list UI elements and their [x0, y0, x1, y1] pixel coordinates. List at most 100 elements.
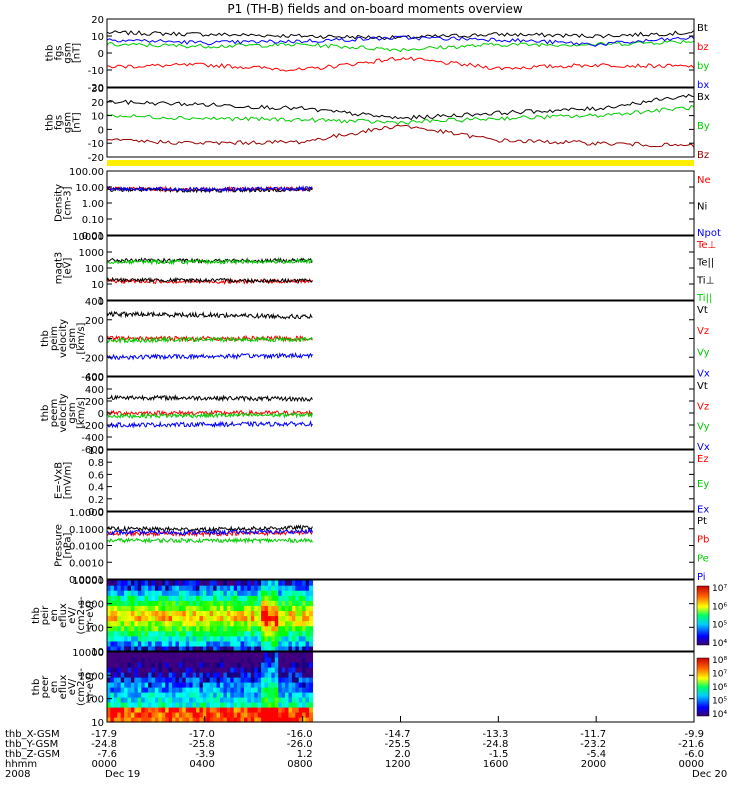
spectrogram-cell	[192, 580, 197, 586]
spectrogram-cell	[223, 692, 228, 698]
spectrogram-cell	[309, 595, 314, 601]
spectrogram-cell	[182, 652, 187, 658]
spectrogram-cell	[168, 595, 173, 601]
spectrogram-cell	[189, 672, 194, 678]
spectrogram-cell	[172, 615, 177, 622]
spectrogram-cell	[144, 712, 149, 718]
spectrogram-cell	[151, 662, 156, 668]
spectrogram-cell	[189, 610, 194, 617]
spectrogram-cell	[154, 662, 159, 668]
spectrogram-cell	[199, 667, 204, 673]
spectrogram-cell	[288, 625, 293, 632]
spectrogram-cell	[261, 625, 266, 632]
spectrogram-cell	[127, 625, 132, 632]
spectrogram-cell	[141, 687, 146, 693]
colorbar-tick-label: 10⁴	[712, 639, 727, 649]
spectrogram-cell	[285, 662, 290, 668]
spectrogram-cell	[124, 712, 129, 718]
spectrogram-cell	[288, 615, 293, 622]
spectrogram-cell	[178, 590, 183, 596]
spectrogram-cell	[120, 652, 125, 658]
spectrogram-cell	[247, 712, 252, 718]
spectrogram-cell	[233, 667, 238, 673]
spectrogram-cell	[124, 662, 129, 668]
spectrogram-cell	[291, 687, 296, 693]
spectrogram-cell	[295, 707, 300, 713]
x-axis-value: -6.0	[684, 749, 704, 760]
spectrogram-cell	[243, 640, 248, 647]
spectrogram-cell	[295, 717, 300, 723]
spectrogram-cell	[278, 657, 283, 663]
spectrogram-cell	[178, 687, 183, 693]
spectrogram-cell	[120, 692, 125, 698]
y-tick-label: -20	[88, 83, 104, 94]
spectrogram-cell	[185, 605, 190, 612]
spectrogram-cell	[250, 692, 255, 698]
spectrogram-cell	[216, 687, 221, 693]
spectrogram-cell	[295, 657, 300, 663]
spectrogram-cell	[154, 640, 159, 647]
spectrogram-cell	[206, 707, 211, 713]
spectrogram-cell	[250, 605, 255, 612]
spectrogram-cell	[261, 717, 266, 723]
panel-frame	[106, 579, 695, 652]
spectrogram-cell	[165, 677, 170, 683]
spectrogram-cell	[264, 590, 269, 596]
spectrogram-cell	[161, 707, 166, 713]
spectrogram-cell	[192, 682, 197, 688]
spectrogram-cell	[107, 580, 112, 586]
spectrogram-cell	[192, 717, 197, 723]
spectrogram-cell	[271, 610, 276, 617]
spectrogram-cell	[213, 712, 218, 718]
spectrogram-cell	[240, 580, 245, 586]
spectrogram-cell	[226, 605, 231, 612]
spectrogram-cell	[199, 645, 204, 652]
spectrogram-cell	[298, 595, 303, 601]
spectrogram-cell	[213, 652, 218, 658]
spectrogram-cell	[158, 605, 163, 612]
spectrogram-cell	[117, 580, 122, 586]
spectrogram-cell	[247, 645, 252, 652]
series-line-Vy	[106, 335, 313, 345]
spectrogram-cell	[154, 590, 159, 596]
spectrogram-cell	[271, 682, 276, 688]
spectrogram-cell	[254, 630, 259, 637]
x-axis-value: 0000	[92, 759, 117, 770]
spectrogram-cell	[196, 687, 201, 693]
spectrogram-cell	[264, 692, 269, 698]
spectrogram-cell	[240, 600, 245, 606]
spectrogram-cell	[185, 645, 190, 652]
spectrogram-cell	[233, 590, 238, 596]
spectrogram-cell	[257, 635, 262, 642]
spectrogram-cell	[124, 707, 129, 713]
y-axis-label: eV/	[67, 607, 78, 624]
spectrogram-cell	[254, 657, 259, 663]
spectrogram-cell	[196, 595, 201, 601]
spectrogram-cell	[165, 667, 170, 673]
spectrogram-cell	[288, 692, 293, 698]
spectrogram-cell	[223, 672, 228, 678]
spectrogram-cell	[178, 610, 183, 617]
spectrogram-cell	[192, 600, 197, 606]
y-tick-label: 0.0010	[69, 558, 104, 569]
spectrogram-cell	[172, 635, 177, 642]
spectrogram-cell	[206, 585, 211, 591]
spectrogram-cell	[278, 672, 283, 678]
spectrogram-cell	[261, 640, 266, 647]
spectrogram-cell	[285, 697, 290, 703]
spectrogram-cell	[124, 605, 129, 612]
spectrogram-cell	[261, 585, 266, 591]
spectrogram-cell	[110, 697, 115, 703]
spectrogram-cell	[185, 620, 190, 627]
spectrogram-cell	[185, 615, 190, 622]
spectrogram-cell	[196, 615, 201, 622]
spectrogram-cell	[213, 630, 218, 637]
spectrogram-cell	[250, 620, 255, 627]
spectrogram-cell	[295, 667, 300, 673]
spectrogram-cell	[309, 702, 314, 708]
spectrogram-cell	[124, 697, 129, 703]
spectrogram-cell	[202, 625, 207, 632]
spectrogram-cell	[230, 652, 235, 658]
spectrogram-cell	[254, 605, 259, 612]
spectrogram-cell	[233, 692, 238, 698]
